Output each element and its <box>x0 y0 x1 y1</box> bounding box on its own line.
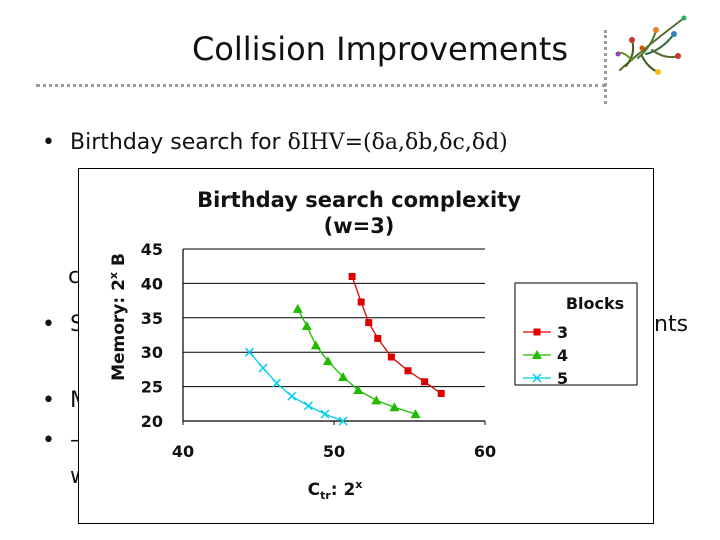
bullet-birthday-search: Birthday search for δIHV=(δa,δb,δc,δd) <box>70 130 508 155</box>
birthday-chart: Birthday search complexity (w=3) 20 25 30 3… <box>78 168 654 524</box>
x-axis-label-rest: : 2 <box>331 480 356 500</box>
occluded-text-c: c <box>68 264 81 289</box>
y-axis-label-sup: x <box>107 272 120 279</box>
y-tick-label: 35 <box>141 309 163 328</box>
series-point-5 <box>320 409 330 419</box>
legend-marker-3 <box>533 328 541 336</box>
y-tick-label: 40 <box>141 274 163 293</box>
series-point-4 <box>389 402 400 412</box>
bullet-dot: • <box>42 428 55 453</box>
bullet-dot: • <box>42 130 55 155</box>
legend-label-5: 5 <box>557 369 568 388</box>
x-axis-label-sub: tr <box>320 489 331 502</box>
series-point-5 <box>244 347 254 357</box>
series-point-3 <box>365 319 373 327</box>
y-axis-label-unit: B <box>109 253 129 272</box>
occluded-text-dash: – <box>70 428 81 453</box>
series-point-4 <box>301 321 312 331</box>
x-tick-label: 50 <box>323 442 345 461</box>
y-axis-label: Memory: 2x B <box>107 253 129 381</box>
plot-area: 20 25 30 35 40 45 40 50 60 <box>141 240 496 461</box>
bullet-text: Birthday search for <box>70 130 288 155</box>
y-tick-label: 45 <box>141 240 163 259</box>
x-axis-label-base: C <box>308 480 320 500</box>
series-point-4 <box>322 356 333 366</box>
series-point-5 <box>272 378 282 388</box>
chart-title-line2: (w=3) <box>324 214 395 238</box>
series-point-4 <box>371 395 382 405</box>
series-point-3 <box>421 378 429 386</box>
x-axis-label: Ctr: 2x <box>308 478 363 502</box>
y-tick-label: 20 <box>141 412 163 431</box>
chart-title-line1: Birthday search complexity <box>197 188 521 212</box>
chart-svg: Birthday search complexity (w=3) 20 25 30 3… <box>107 188 638 502</box>
series-point-5 <box>287 391 297 401</box>
legend-marker-4 <box>532 350 542 359</box>
bullet-dot: • <box>42 312 55 337</box>
legend-label-4: 4 <box>557 346 568 365</box>
series-point-3 <box>374 334 382 342</box>
series-point-4 <box>338 371 349 381</box>
series-point-4 <box>292 303 303 313</box>
series-point-3 <box>404 367 412 375</box>
series-line-4 <box>297 308 416 415</box>
chart-legend: Blocks 3 4 5 <box>514 282 638 388</box>
y-tick-label: 30 <box>141 343 163 362</box>
title-divider-vertical <box>604 30 607 104</box>
series-point-3 <box>387 353 395 361</box>
series-point-5 <box>338 416 348 426</box>
title-divider-horizontal <box>36 84 606 87</box>
legend-title: Blocks <box>566 294 624 313</box>
y-tick-label: 25 <box>141 378 163 397</box>
x-tick-label: 60 <box>474 442 496 461</box>
plant-logo-icon <box>615 15 687 75</box>
x-tick-label: 40 <box>172 442 194 461</box>
series-point-5 <box>258 363 268 373</box>
series-line-3 <box>351 276 442 395</box>
legend-label-3: 3 <box>557 323 568 342</box>
bullet-dot: • <box>42 388 55 413</box>
series-point-4 <box>353 385 364 395</box>
x-axis-label-sup: x <box>355 478 362 491</box>
series-point-3 <box>437 389 445 397</box>
bullet-formula: δIHV=(δa,δb,δc,δd) <box>287 130 508 155</box>
occluded-text-nts: nts <box>654 312 689 337</box>
slide-title: Collision Improvements <box>191 30 569 68</box>
legend-marker-5 <box>532 373 542 383</box>
series-point-5 <box>303 401 313 411</box>
series-point-4 <box>310 340 321 350</box>
series-point-3 <box>348 273 356 281</box>
series-point-3 <box>357 298 365 306</box>
series-point-4 <box>410 409 421 419</box>
y-axis-label-base: Memory: 2 <box>109 279 129 381</box>
